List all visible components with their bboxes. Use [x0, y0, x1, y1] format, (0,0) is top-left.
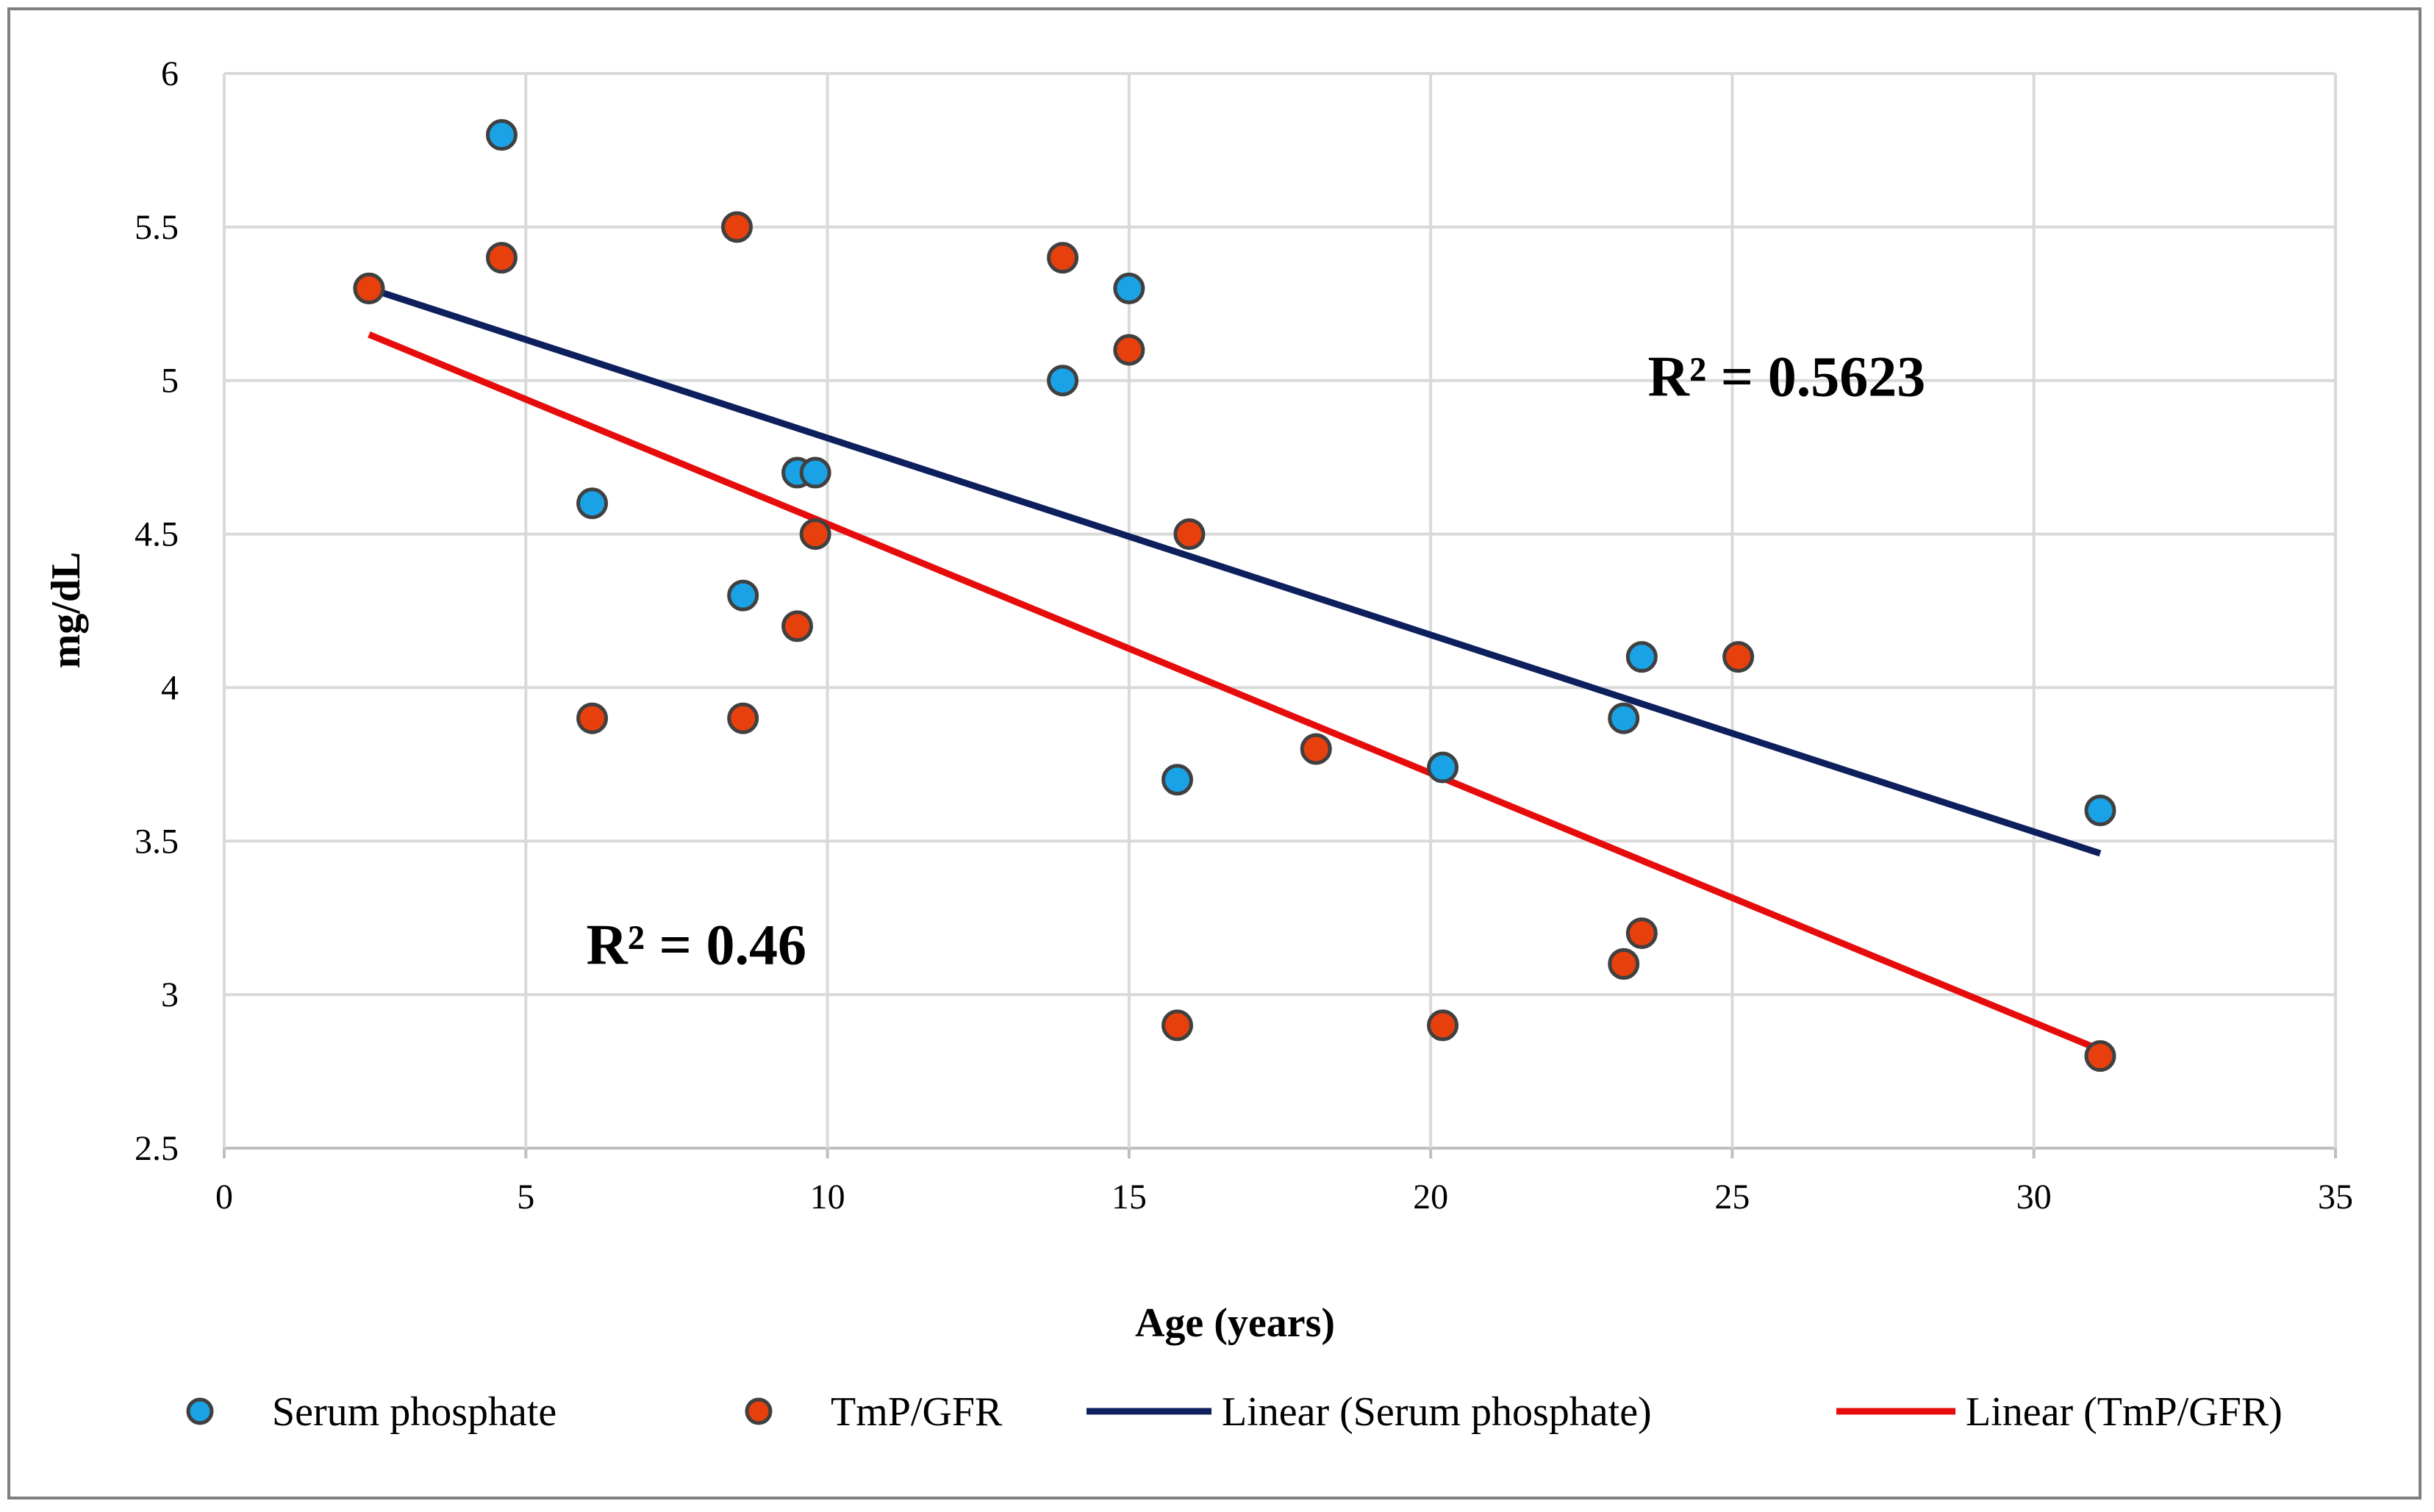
- trendline-serum-phosphate: [368, 285, 2102, 857]
- x-tick-label: 15: [1112, 1178, 1147, 1217]
- y-tick-label: 5: [161, 362, 179, 401]
- legend-linear-serum-phosphate-label: Linear (Serum phosphate): [1222, 1389, 1652, 1435]
- x-tick-label: 35: [2318, 1178, 2353, 1217]
- point-tmp-gfr: [1161, 1009, 1194, 1042]
- legend-serum-phosphate-label: Serum phosphate: [272, 1389, 556, 1435]
- y-tick-label: 6: [161, 54, 179, 93]
- y-tick-label: 3: [161, 975, 179, 1014]
- point-tmp-gfr: [1300, 733, 1332, 765]
- point-tmp-gfr: [781, 610, 814, 642]
- data-points: [353, 119, 2116, 1072]
- point-serum-phosphate: [1113, 272, 1145, 304]
- legend-tmp-gfr-marker: [745, 1397, 773, 1425]
- legend: Serum phosphate TmP/GFR Linear (Serum phos…: [186, 1389, 2283, 1435]
- y-tick-label: 4.5: [135, 515, 179, 554]
- y-axis-ticks: 2.5 3 3.5 4 4.5 5 5.5 6: [135, 54, 179, 1168]
- y-tick-label: 5.5: [135, 208, 179, 247]
- y-tick-label: 2.5: [135, 1129, 179, 1168]
- legend-linear-tmp-gfr-label: Linear (TmP/GFR): [1966, 1389, 2283, 1435]
- legend-serum-phosphate-marker: [186, 1397, 214, 1425]
- x-tick-label: 25: [1714, 1178, 1750, 1217]
- point-tmp-gfr: [1608, 947, 1640, 980]
- point-tmp-gfr: [1722, 641, 1755, 673]
- y-tick-label: 3.5: [135, 822, 179, 861]
- point-tmp-gfr: [353, 272, 385, 304]
- legend-tmp-gfr-label: TmP/GFR: [831, 1389, 1003, 1435]
- x-tick-label: 5: [517, 1178, 534, 1217]
- point-tmp-gfr: [799, 518, 831, 551]
- y-axis-title: mg/dL: [43, 552, 89, 669]
- point-tmp-gfr: [485, 242, 518, 274]
- point-tmp-gfr: [2084, 1040, 2116, 1072]
- y-tick-label: 4: [161, 668, 179, 707]
- trendline-tmp-gfr: [368, 331, 2102, 1053]
- point-serum-phosphate: [1047, 365, 1079, 397]
- point-serum-phosphate: [727, 579, 759, 612]
- x-tick-label: 0: [215, 1178, 233, 1217]
- point-tmp-gfr: [1173, 518, 1206, 551]
- point-serum-phosphate: [1608, 702, 1640, 734]
- x-axis-ticks: 0 5 10 15 20 25 30 35: [215, 1178, 2353, 1217]
- point-tmp-gfr: [727, 702, 759, 734]
- point-serum-phosphate: [1427, 751, 1459, 784]
- r2-label-serum-phosphate: R² = 0.5623: [1648, 345, 1926, 409]
- point-serum-phosphate: [485, 119, 518, 151]
- point-serum-phosphate: [2084, 795, 2116, 827]
- point-serum-phosphate: [1625, 641, 1658, 673]
- point-serum-phosphate: [1161, 764, 1194, 796]
- point-tmp-gfr: [1625, 917, 1658, 950]
- x-tick-label: 10: [810, 1178, 845, 1217]
- point-tmp-gfr: [720, 211, 753, 243]
- point-tmp-gfr: [576, 702, 609, 734]
- r2-labels: R² = 0.5623 R² = 0.46: [586, 345, 1925, 977]
- x-tick-label: 20: [1413, 1178, 1448, 1217]
- grid: [223, 72, 2337, 1158]
- point-serum-phosphate: [799, 456, 831, 489]
- r2-label-tmp-gfr: R² = 0.46: [586, 912, 806, 976]
- trendlines: [368, 285, 2102, 1053]
- x-tick-label: 30: [2016, 1178, 2052, 1217]
- chart-frame: [7, 7, 2422, 1500]
- point-serum-phosphate: [576, 487, 609, 520]
- point-tmp-gfr: [1427, 1009, 1459, 1042]
- x-axis-title: Age (years): [1135, 1300, 1335, 1346]
- point-tmp-gfr: [1113, 334, 1145, 366]
- point-tmp-gfr: [1047, 242, 1079, 274]
